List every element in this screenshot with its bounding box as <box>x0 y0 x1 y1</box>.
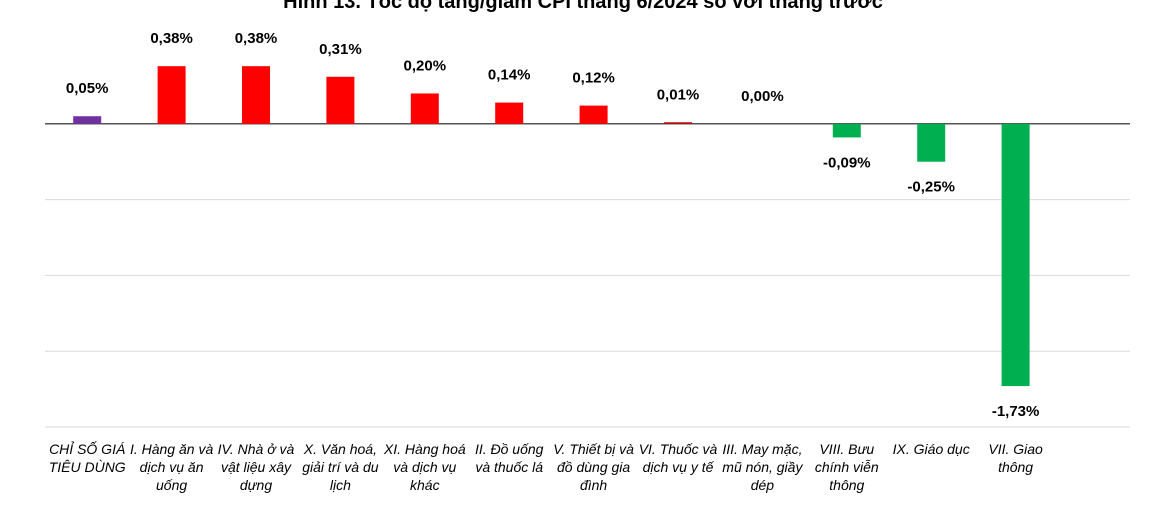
value-label: 0,00% <box>741 88 784 105</box>
value-label: 0,38% <box>235 30 278 47</box>
chart-title: Hình 13. Tốc độ tăng/giảm CPI tháng 6/20… <box>283 0 883 13</box>
bar <box>242 66 270 124</box>
x-tick-label: X. Văn hoá, giải trí và du lịch <box>302 441 379 493</box>
bar <box>832 123 861 138</box>
value-label: 0,12% <box>572 70 615 87</box>
value-label: 0,14% <box>488 67 531 84</box>
x-tick-label: VIII. Bưu chính viễn thông <box>814 441 879 493</box>
value-label: 0,20% <box>404 57 447 74</box>
bar <box>326 76 355 124</box>
bar <box>157 66 186 124</box>
x-tick-label: VII. Giao thông <box>988 441 1043 475</box>
value-label: 0,31% <box>319 41 362 58</box>
value-label: -1,73% <box>992 403 1040 420</box>
x-tick-label: IX. Giáo dục <box>892 441 970 457</box>
bar <box>917 123 946 162</box>
bar <box>664 122 692 124</box>
x-tick-label: I. Hàng ăn và dịch vụ ăn uống <box>129 441 214 493</box>
bar <box>1001 123 1030 387</box>
value-label: 0,01% <box>657 86 700 103</box>
value-label: -0,25% <box>907 179 955 196</box>
bar <box>495 102 524 124</box>
x-tick-label: CHỈ SỐ GIÁ TIÊU DÙNG <box>48 441 126 475</box>
bar <box>73 116 102 124</box>
x-tick-label: VI. Thuốc và dịch vụ y tế <box>638 441 718 475</box>
bar <box>579 105 608 124</box>
bar <box>410 93 439 124</box>
x-tick-label: II. Đồ uống và thuốc lá <box>474 441 544 475</box>
value-label: -0,09% <box>823 154 871 171</box>
x-tick-label: XI. Hàng hoá và dịch vụ khác <box>383 441 466 493</box>
value-label: 0,05% <box>66 80 109 97</box>
x-tick-label: III. May mặc, mũ nón, giầy dép <box>722 441 803 493</box>
x-tick-label: V. Thiết bị và đồ dùng gia đình <box>553 441 634 493</box>
x-tick-label: IV. Nhà ở và vật liệu xây dựng <box>217 441 295 493</box>
value-label: 0,38% <box>150 30 193 47</box>
